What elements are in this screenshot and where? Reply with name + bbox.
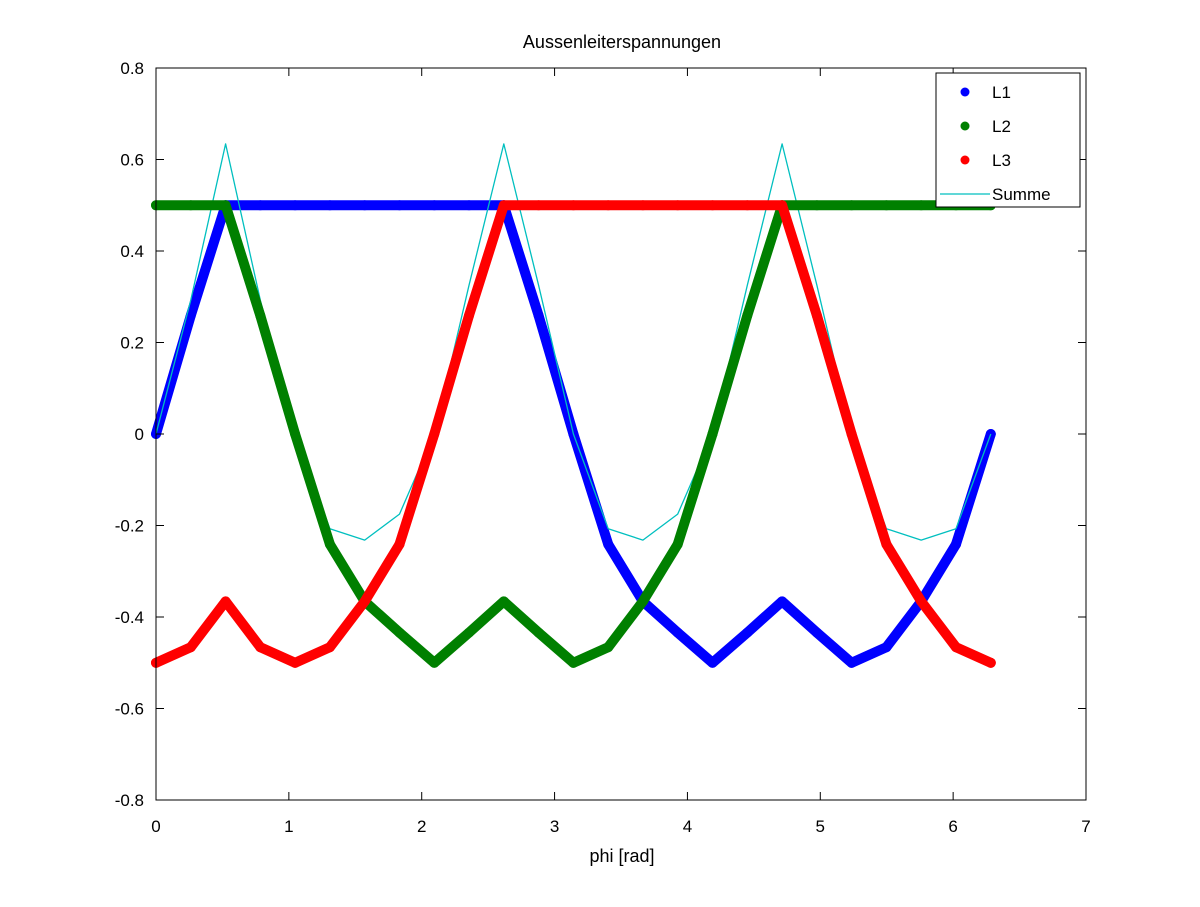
legend-label-l3: L3 — [992, 151, 1011, 170]
x-axis-label: phi [rad] — [589, 846, 654, 866]
data-point-l2 — [255, 310, 266, 321]
data-point-l3 — [846, 429, 857, 439]
data-point-l2 — [707, 429, 718, 439]
data-point-l1 — [742, 627, 753, 638]
data-point-l3 — [811, 310, 822, 321]
data-point-l1 — [429, 200, 440, 211]
y-tick-label: 0.8 — [120, 59, 144, 78]
data-point-l3 — [498, 200, 509, 211]
data-point-l3 — [359, 596, 370, 607]
plot-series — [151, 143, 996, 668]
y-tick-label: 0.6 — [120, 151, 144, 170]
data-point-l3 — [916, 596, 927, 607]
x-tick-label: 6 — [948, 817, 957, 836]
data-point-l1 — [811, 627, 822, 638]
y-axis: -0.8 -0.6 -0.4 -0.2 0 0.2 0.4 0.6 0.8 — [115, 59, 1086, 810]
chart-title: Aussenleiterspannungen — [523, 32, 721, 52]
data-point-l2 — [324, 539, 335, 550]
y-tick-label: 0 — [135, 425, 144, 444]
data-point-l2 — [185, 200, 196, 211]
x-tick-label: 1 — [284, 817, 293, 836]
data-point-l3 — [290, 657, 301, 668]
data-point-l3 — [429, 429, 440, 439]
data-point-l1 — [359, 200, 370, 211]
data-point-l1 — [603, 539, 614, 550]
data-point-l1 — [707, 657, 718, 668]
data-point-l2 — [672, 539, 683, 550]
data-point-l3 — [464, 310, 474, 321]
data-point-l1 — [394, 200, 405, 211]
data-point-l3 — [637, 200, 648, 211]
data-point-l2 — [742, 310, 753, 321]
legend-swatch-l3 — [960, 155, 970, 165]
legend-label-summe: Summe — [992, 185, 1051, 204]
data-point-l2 — [429, 657, 440, 668]
data-point-l3 — [185, 642, 196, 653]
legend-label-l1: L1 — [992, 83, 1011, 102]
data-point-l3 — [603, 200, 614, 211]
data-point-l1 — [951, 539, 961, 550]
data-point-l1 — [185, 310, 196, 321]
data-point-l1 — [881, 642, 892, 653]
data-point-l2 — [846, 200, 857, 211]
data-point-l1 — [464, 200, 474, 211]
x-tick-label: 3 — [550, 817, 559, 836]
data-point-l2 — [220, 200, 231, 211]
data-point-l2 — [464, 627, 474, 638]
data-point-l3 — [985, 657, 996, 668]
x-axis: 0 1 2 3 4 5 6 7 — [151, 68, 1091, 836]
data-point-l2 — [881, 200, 892, 211]
data-point-l3 — [951, 642, 961, 653]
x-tick-label: 0 — [151, 817, 160, 836]
y-tick-label: -0.2 — [115, 517, 144, 536]
legend-swatch-l2 — [960, 121, 970, 131]
x-tick-label: 7 — [1081, 817, 1090, 836]
data-point-l3 — [255, 642, 266, 653]
data-point-l1 — [324, 200, 335, 211]
data-point-l3 — [324, 642, 335, 653]
data-point-l3 — [533, 200, 544, 211]
x-tick-label: 5 — [816, 817, 825, 836]
data-point-l1 — [846, 657, 857, 668]
y-tick-label: -0.8 — [115, 791, 144, 810]
legend-swatch-l1 — [960, 87, 970, 97]
data-point-l2 — [498, 596, 509, 607]
legend-box — [935, 72, 1081, 208]
legend: L1 L2 L3 Summe — [935, 72, 1081, 208]
data-point-l2 — [568, 657, 579, 668]
data-point-l2 — [603, 642, 614, 653]
data-point-l2 — [290, 429, 301, 439]
data-point-l3 — [777, 200, 788, 211]
x-tick-label: 2 — [417, 817, 426, 836]
data-point-l1 — [290, 200, 301, 211]
y-tick-label: 0.2 — [120, 334, 144, 353]
y-tick-label: -0.4 — [115, 608, 144, 627]
data-point-l2 — [916, 200, 927, 211]
data-point-l3 — [707, 200, 718, 211]
x-tick-label: 4 — [683, 817, 692, 836]
y-tick-label: 0.4 — [120, 242, 144, 261]
data-point-l1 — [777, 596, 788, 607]
data-point-l3 — [881, 539, 892, 550]
data-point-l1 — [672, 627, 683, 638]
data-point-l3 — [568, 200, 579, 211]
data-point-l2 — [637, 596, 648, 607]
data-point-l3 — [394, 539, 405, 550]
data-point-l3 — [220, 596, 231, 607]
data-point-l1 — [255, 200, 266, 211]
data-point-l3 — [742, 200, 753, 211]
data-point-l2 — [811, 200, 822, 211]
data-point-l1 — [533, 310, 544, 321]
data-point-l2 — [533, 627, 544, 638]
legend-label-l2: L2 — [992, 117, 1011, 136]
data-point-l2 — [394, 627, 405, 638]
data-point-l3 — [672, 200, 683, 211]
y-tick-label: -0.6 — [115, 700, 144, 719]
